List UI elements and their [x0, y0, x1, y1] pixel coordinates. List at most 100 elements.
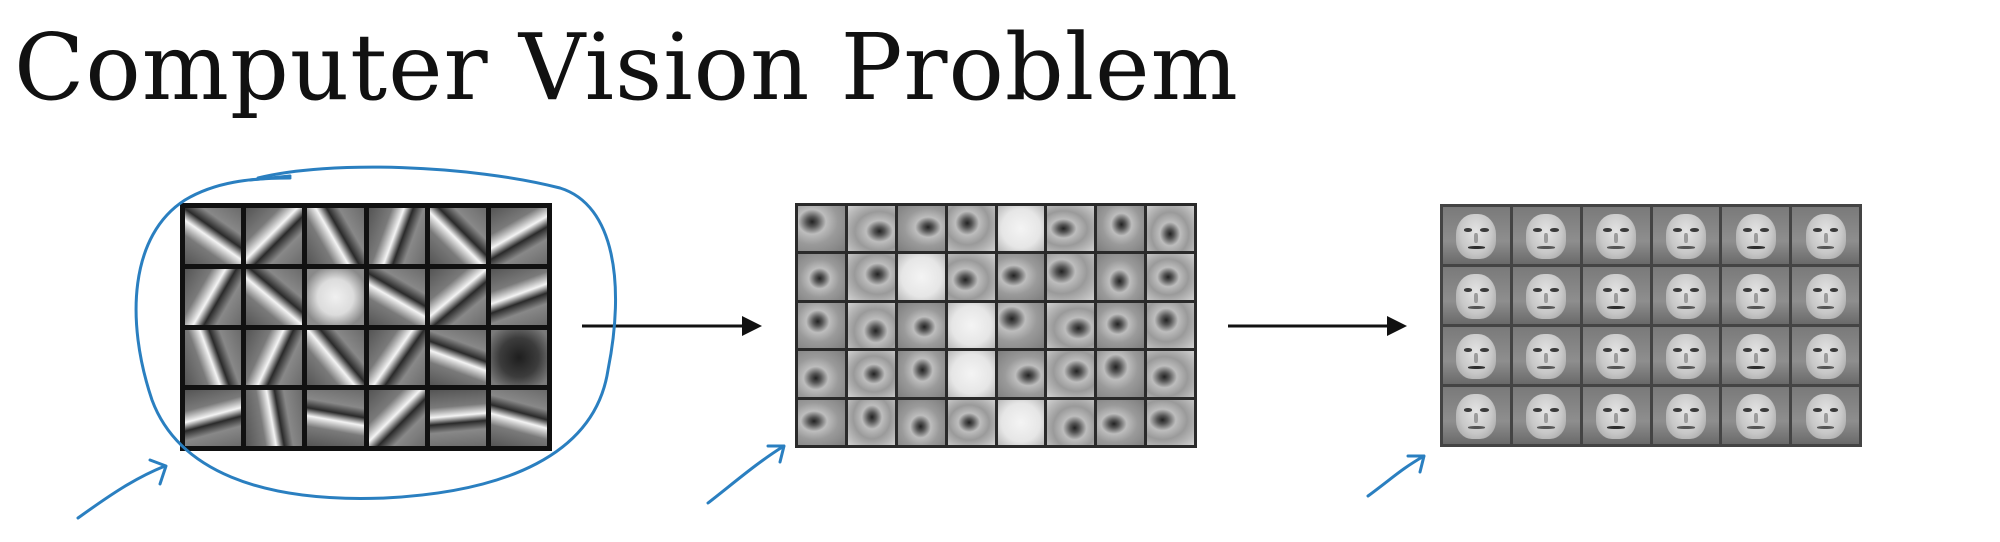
feature-cell [429, 268, 486, 325]
feature-cell [307, 268, 364, 325]
feature-cell [368, 268, 425, 325]
feature-cell [307, 390, 364, 446]
process-arrow-2 [1228, 316, 1407, 336]
feature-cell [897, 254, 945, 300]
feature-cell [1097, 206, 1145, 252]
feature-cell [1792, 267, 1859, 324]
feature-cell [847, 206, 895, 252]
feature-cell [368, 208, 425, 264]
feature-cell [1047, 254, 1095, 300]
feature-cell [490, 329, 547, 386]
feature-cell [997, 399, 1045, 445]
feature-cell [1722, 267, 1790, 324]
pointer-arrow-3 [1366, 454, 1426, 498]
face-parts-grid [795, 203, 1197, 448]
highlight-circle [134, 165, 617, 500]
feature-cell [1582, 327, 1650, 384]
feature-cell [1722, 207, 1790, 264]
feature-cell [185, 208, 242, 264]
feature-cell [798, 399, 845, 445]
feature-cell [847, 351, 895, 397]
feature-cell [490, 268, 547, 325]
feature-cell [1097, 254, 1145, 300]
feature-cell [1792, 207, 1859, 264]
feature-cell [1792, 327, 1859, 384]
feature-cell [897, 302, 945, 349]
feature-cell [246, 329, 303, 386]
feature-cell [1652, 207, 1720, 264]
feature-cell [368, 329, 425, 386]
slide-title: Computer Vision Problem [14, 14, 1239, 121]
pointer-arrow-1 [76, 458, 168, 520]
feature-cell [1652, 387, 1720, 444]
feature-cell [246, 268, 303, 325]
feature-cell [1443, 327, 1510, 384]
feature-cell [490, 208, 547, 264]
feature-cell [1512, 207, 1580, 264]
feature-cell [185, 268, 242, 325]
feature-cell [429, 390, 486, 446]
feature-cell [798, 351, 845, 397]
feature-cell [1652, 327, 1720, 384]
feature-cell [897, 351, 945, 397]
feature-cell [1443, 207, 1510, 264]
feature-cell [307, 329, 364, 386]
feature-cell [185, 390, 242, 446]
feature-cell [947, 351, 995, 397]
feature-cell [1582, 207, 1650, 264]
process-arrow-1 [582, 316, 762, 336]
edge-features-grid [180, 203, 552, 451]
feature-cell [997, 254, 1045, 300]
feature-cell [1443, 387, 1510, 444]
circle-tick-mark [248, 174, 292, 182]
feature-cell [947, 302, 995, 349]
feature-cell [1047, 302, 1095, 349]
feature-cell [1097, 399, 1145, 445]
feature-cell [1582, 387, 1650, 444]
feature-cell [897, 399, 945, 445]
feature-cell [947, 206, 995, 252]
feature-cell [307, 208, 364, 264]
pointer-arrow-2 [706, 444, 786, 505]
feature-cell [847, 254, 895, 300]
feature-cell [1512, 267, 1580, 324]
feature-cell [1147, 254, 1194, 300]
feature-cell [1047, 351, 1095, 397]
feature-cell [1147, 206, 1194, 252]
feature-cell [997, 351, 1045, 397]
feature-cell [1652, 267, 1720, 324]
feature-cell [947, 399, 995, 445]
feature-cell [1512, 387, 1580, 444]
feature-cell [897, 206, 945, 252]
feature-cell [490, 390, 547, 446]
feature-cell [997, 302, 1045, 349]
faces-grid [1440, 204, 1862, 447]
feature-cell [947, 254, 995, 300]
feature-cell [1512, 327, 1580, 384]
feature-cell [1722, 327, 1790, 384]
feature-cell [798, 254, 845, 300]
feature-cell [1582, 267, 1650, 324]
feature-cell [185, 329, 242, 386]
feature-cell [798, 206, 845, 252]
feature-cell [246, 390, 303, 446]
feature-cell [847, 399, 895, 445]
feature-cell [246, 208, 303, 264]
feature-cell [1722, 387, 1790, 444]
feature-cell [1097, 302, 1145, 349]
feature-cell [1097, 351, 1145, 397]
feature-cell [997, 206, 1045, 252]
feature-cell [1047, 399, 1095, 445]
feature-cell [429, 208, 486, 264]
feature-cell [1047, 206, 1095, 252]
feature-cell [1147, 351, 1194, 397]
feature-cell [1147, 302, 1194, 349]
feature-cell [847, 302, 895, 349]
feature-cell [798, 302, 845, 349]
feature-cell [1147, 399, 1194, 445]
feature-cell [429, 329, 486, 386]
feature-cell [368, 390, 425, 446]
feature-cell [1792, 387, 1859, 444]
feature-cell [1443, 267, 1510, 324]
